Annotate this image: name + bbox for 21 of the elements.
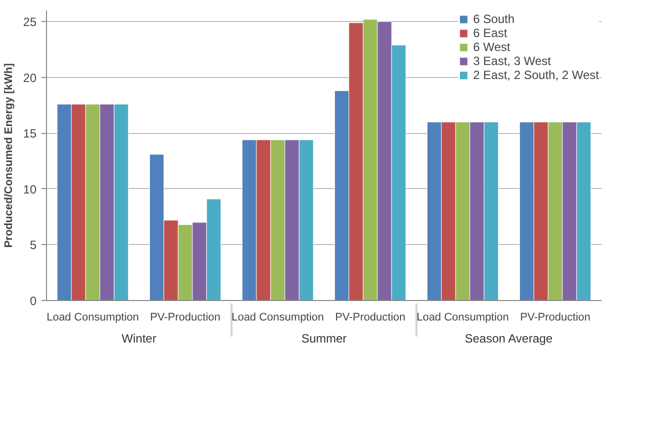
x-tick-label: Load Consumption <box>416 312 509 324</box>
text: Winter <box>122 332 156 346</box>
x-tick-label: PV-Production <box>520 312 590 324</box>
legend-label: 6 South <box>473 12 515 26</box>
text: Summer <box>301 332 347 346</box>
legend-label: 6 East <box>473 26 508 40</box>
legend-label: 3 East, 3 West <box>473 54 551 68</box>
y-tick-label: 10 <box>23 182 37 196</box>
legend-label: 6 West <box>473 40 510 54</box>
x-tick-label: PV-Production <box>150 312 220 324</box>
x-tick-label: Load Consumption <box>46 312 139 324</box>
y-tick-label: 20 <box>23 70 37 85</box>
text: Season Average <box>464 332 553 346</box>
y-tick-label: 0 <box>30 294 37 308</box>
y-tick-label: 25 <box>23 15 37 30</box>
y-tick-label: 5 <box>30 238 37 252</box>
legend-label: 2 East, 2 South, 2 West <box>473 68 599 82</box>
x-tick-label: PV-Production <box>335 312 406 324</box>
y-tick-label: 15 <box>23 126 37 141</box>
y-axis-title: Produced/Consumed Energy [kWh] <box>3 62 16 248</box>
x-tick-label: Load Consumption <box>232 312 324 324</box>
